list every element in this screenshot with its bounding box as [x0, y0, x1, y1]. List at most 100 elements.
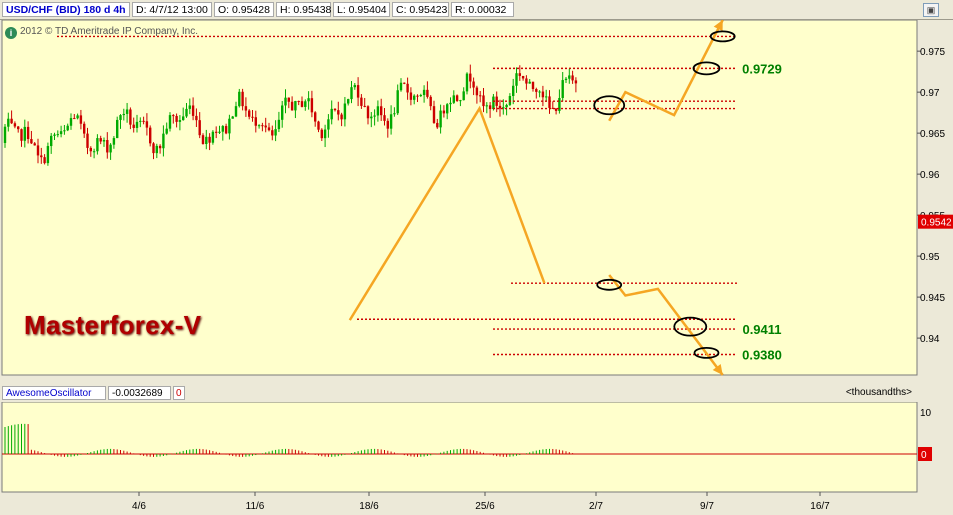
- candle-body: [102, 140, 106, 142]
- arrow-down-head: [712, 364, 723, 375]
- indicator-unit: <thousandths>: [845, 387, 912, 398]
- candle-body: [244, 106, 248, 111]
- candle-body: [347, 99, 350, 104]
- candle-body: [436, 122, 439, 128]
- price-tick-label: 0.96: [920, 170, 940, 181]
- price-tick-label: 0.945: [920, 293, 945, 304]
- symbol-label[interactable]: USD/CHF (BID) 180 d 4h: [2, 2, 130, 17]
- candle-body: [330, 108, 333, 120]
- candle-body: [564, 78, 568, 81]
- copyright-text: 2012 © TD Ameritrade IP Company, Inc.: [20, 26, 199, 37]
- highlight-ellipse: [692, 61, 721, 76]
- candle-body: [571, 75, 574, 81]
- candle-body: [99, 138, 102, 142]
- candle-body: [175, 115, 178, 122]
- candle-body: [284, 97, 287, 106]
- candle-body: [13, 123, 17, 127]
- candle-body: [83, 123, 86, 134]
- indicator-header: AwesomeOscillator -0.0032689 0 <thousand…: [0, 385, 953, 402]
- bar-date: D: 4/7/12 13:00: [132, 2, 212, 17]
- candle-body: [323, 129, 327, 139]
- candle-body: [525, 78, 528, 84]
- candle-body: [479, 95, 482, 97]
- price-tick-label: 0.975: [920, 47, 945, 58]
- candle-body: [201, 135, 205, 145]
- candle-body: [535, 89, 538, 92]
- candles: [3, 64, 578, 166]
- candle-body: [297, 100, 300, 102]
- candle-body: [106, 140, 109, 153]
- osc-zero-label: 0: [921, 450, 927, 461]
- highlight-ellipse: [709, 30, 736, 43]
- candle-body: [218, 131, 221, 133]
- candle-body: [149, 127, 152, 144]
- level-label: 0.9380: [742, 348, 782, 363]
- candle-body: [449, 102, 452, 105]
- candle-body: [531, 81, 535, 90]
- candle-body: [314, 112, 317, 122]
- osc-zero-badge: [918, 447, 932, 461]
- price-chart[interactable]: 0.97290.94110.93800.940.9450.950.9550.96…: [0, 20, 953, 380]
- bar-high: H: 0.95438: [276, 2, 331, 17]
- candle-body: [66, 125, 69, 131]
- candle-body: [462, 91, 465, 101]
- candle-body: [152, 143, 155, 154]
- candle-body: [442, 110, 446, 114]
- date-axis[interactable]: 4/6 11/6 18/6 25/6 2/7 9/7 16/7: [132, 492, 830, 512]
- candle-body: [221, 126, 224, 132]
- price-axis[interactable]: 0.940.9450.950.9550.960.9650.970.9750.95…: [917, 47, 953, 345]
- osc-plot-area[interactable]: [1, 402, 918, 493]
- plot-area[interactable]: [1, 20, 918, 376]
- date-tick-label: 2/7: [589, 501, 603, 512]
- candle-body: [561, 80, 564, 98]
- candle-body: [413, 95, 416, 100]
- candle-body: [380, 106, 383, 116]
- candle-body: [393, 113, 396, 115]
- candle-body: [545, 96, 548, 98]
- candle-body: [320, 129, 323, 139]
- candle-body: [238, 91, 241, 107]
- candle-body: [469, 73, 472, 82]
- indicator-value: -0.0032689: [108, 386, 171, 400]
- candle-body: [86, 133, 89, 148]
- candle-body: [333, 108, 337, 111]
- candle-body: [373, 115, 376, 117]
- candle-body: [267, 127, 271, 131]
- candle-body: [432, 106, 436, 123]
- osc-axis[interactable]: 10 0: [918, 408, 932, 461]
- candle-body: [482, 95, 485, 107]
- candle-body: [409, 92, 413, 100]
- candle-body: [40, 155, 43, 158]
- candle-body: [568, 75, 571, 79]
- candle-body: [251, 116, 254, 118]
- candle-body: [508, 96, 512, 105]
- oscillator-chart[interactable]: 10 0 4/6 11/6 18/6 25/6 2/7 9/7 16/7: [0, 402, 953, 515]
- candle-body: [274, 129, 277, 136]
- candle-body: [145, 121, 149, 128]
- candle-body: [465, 73, 469, 92]
- current-price-badge: [918, 214, 953, 229]
- candle-body: [287, 97, 290, 102]
- candle-body: [548, 96, 551, 108]
- candle-body: [304, 101, 307, 107]
- price-tick-label: 0.95: [920, 252, 940, 263]
- arrow-up-head: [713, 20, 723, 32]
- indicator-name[interactable]: AwesomeOscillator: [2, 386, 106, 400]
- candle-body: [155, 145, 158, 154]
- candle-body: [254, 117, 257, 126]
- window-restore-icon[interactable]: ▣: [923, 3, 939, 17]
- info-icon[interactable]: i: [5, 27, 17, 39]
- candle-body: [403, 82, 406, 84]
- candle-body: [416, 95, 419, 97]
- candle-body: [3, 126, 7, 143]
- candle-body: [340, 114, 343, 120]
- candle-body: [343, 103, 347, 120]
- candle-body: [429, 96, 432, 107]
- candle-body: [76, 115, 79, 119]
- candle-body: [294, 100, 297, 111]
- candle-body: [23, 126, 26, 141]
- level-label: 0.9411: [742, 322, 781, 337]
- candle-body: [290, 101, 294, 111]
- candle-body: [370, 116, 373, 119]
- osc-bars: [4, 423, 577, 457]
